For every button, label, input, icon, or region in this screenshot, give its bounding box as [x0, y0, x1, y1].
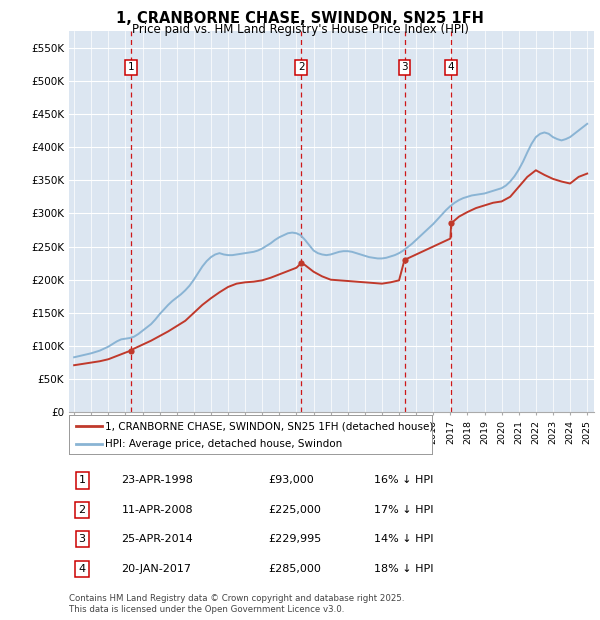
- Text: £93,000: £93,000: [269, 476, 314, 485]
- Text: 1, CRANBORNE CHASE, SWINDON, SN25 1FH: 1, CRANBORNE CHASE, SWINDON, SN25 1FH: [116, 11, 484, 26]
- Text: 2: 2: [298, 63, 305, 73]
- Text: Contains HM Land Registry data © Crown copyright and database right 2025.
This d: Contains HM Land Registry data © Crown c…: [69, 595, 404, 614]
- Text: 3: 3: [401, 63, 408, 73]
- Text: £285,000: £285,000: [269, 564, 322, 574]
- Text: 17% ↓ HPI: 17% ↓ HPI: [373, 505, 433, 515]
- Text: 1: 1: [79, 476, 86, 485]
- Text: 3: 3: [79, 534, 86, 544]
- Text: 2: 2: [79, 505, 86, 515]
- Text: 4: 4: [448, 63, 455, 73]
- Text: £225,000: £225,000: [269, 505, 322, 515]
- Text: 25-APR-2014: 25-APR-2014: [121, 534, 193, 544]
- Text: 1: 1: [127, 63, 134, 73]
- Text: Price paid vs. HM Land Registry's House Price Index (HPI): Price paid vs. HM Land Registry's House …: [131, 23, 469, 36]
- Text: 18% ↓ HPI: 18% ↓ HPI: [373, 564, 433, 574]
- Text: 1, CRANBORNE CHASE, SWINDON, SN25 1FH (detached house): 1, CRANBORNE CHASE, SWINDON, SN25 1FH (d…: [106, 421, 434, 431]
- Text: £229,995: £229,995: [269, 534, 322, 544]
- Text: 11-APR-2008: 11-APR-2008: [121, 505, 193, 515]
- Text: HPI: Average price, detached house, Swindon: HPI: Average price, detached house, Swin…: [106, 439, 343, 450]
- Text: 20-JAN-2017: 20-JAN-2017: [121, 564, 191, 574]
- Text: 14% ↓ HPI: 14% ↓ HPI: [373, 534, 433, 544]
- Text: 23-APR-1998: 23-APR-1998: [121, 476, 193, 485]
- Text: 4: 4: [79, 564, 86, 574]
- Text: 16% ↓ HPI: 16% ↓ HPI: [373, 476, 433, 485]
